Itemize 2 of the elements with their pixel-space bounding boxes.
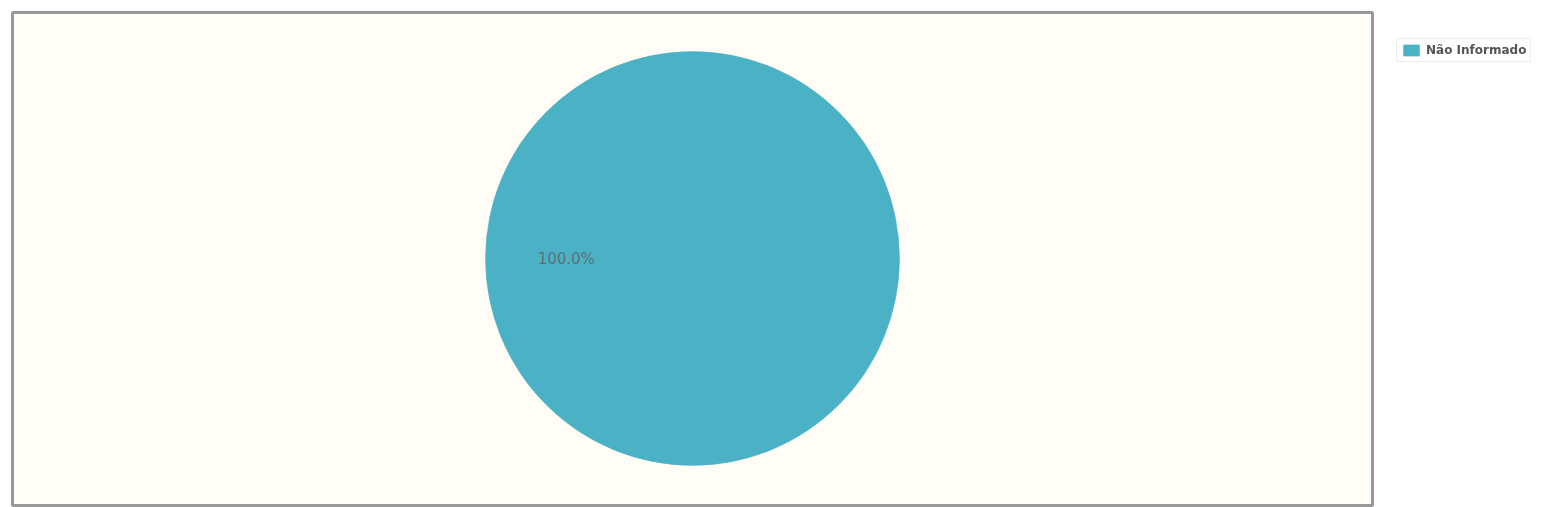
data-label: 100.0% [537, 249, 595, 268]
legend-label: Não Informado [1426, 43, 1527, 57]
